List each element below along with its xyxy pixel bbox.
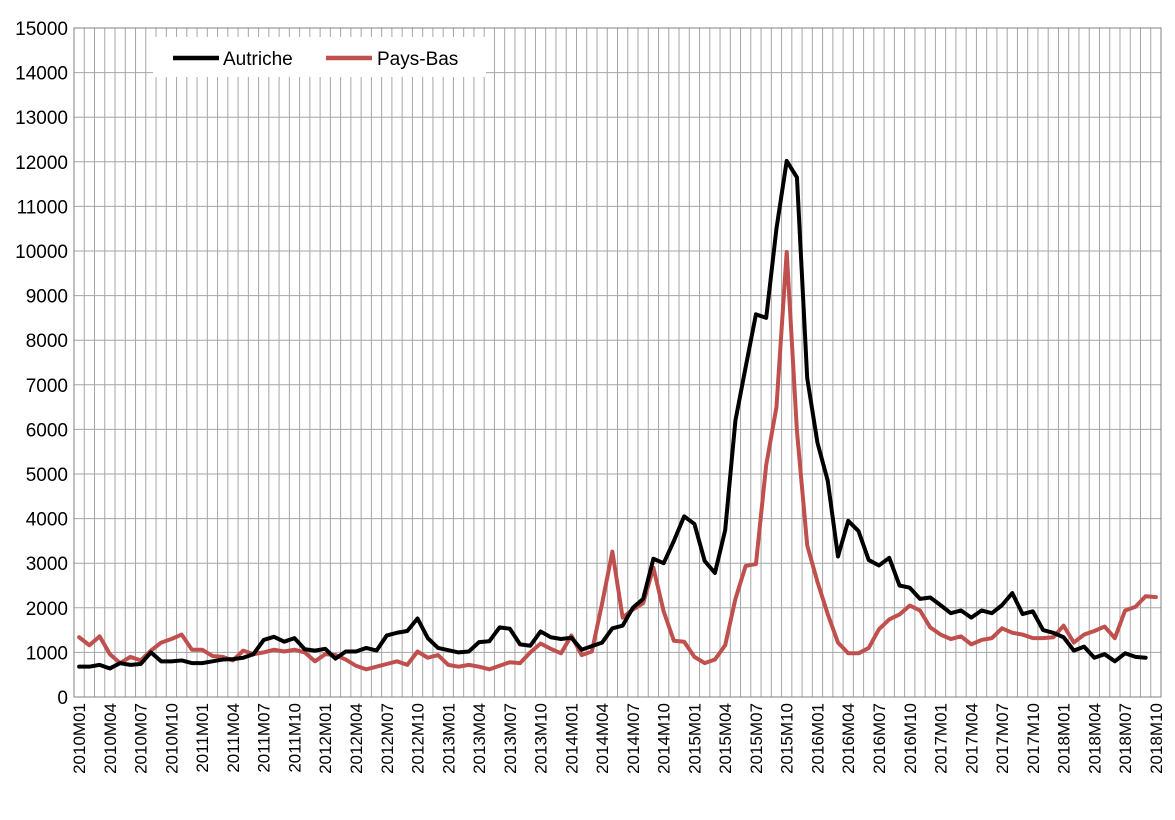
x-tick-label: 2013M10 bbox=[532, 703, 551, 774]
x-tick-label: 2015M04 bbox=[716, 703, 735, 774]
series-line-autriche bbox=[77, 158, 1148, 671]
x-tick-label: 2014M10 bbox=[655, 703, 674, 774]
x-tick-label: 2010M04 bbox=[101, 703, 120, 774]
x-tick-label: 2014M07 bbox=[624, 703, 643, 774]
x-tick-label: 2011M04 bbox=[224, 703, 243, 773]
x-tick-label: 2016M10 bbox=[901, 703, 920, 774]
y-tick-label: 9000 bbox=[26, 287, 68, 308]
y-tick-label: 7000 bbox=[26, 376, 68, 397]
y-tick-label: 6000 bbox=[26, 420, 68, 441]
y-tick-label: 4000 bbox=[26, 510, 68, 531]
x-tick-label: 2013M07 bbox=[501, 703, 520, 774]
x-tick-label: 2018M01 bbox=[1055, 703, 1074, 774]
series-line-pays-bas bbox=[77, 249, 1158, 672]
y-tick-label: 10000 bbox=[15, 242, 68, 263]
x-tick-label: 2015M01 bbox=[685, 703, 704, 774]
legend-label-autriche: Autriche bbox=[223, 49, 293, 70]
x-tick-label: 2018M04 bbox=[1085, 703, 1104, 774]
x-tick-label: 2017M07 bbox=[993, 703, 1012, 774]
x-tick-label: 2016M01 bbox=[808, 703, 827, 774]
x-tick-label: 2017M10 bbox=[1024, 703, 1043, 774]
x-axis-ticks: 2010M01 2010M04 2010M07 2010M10 2011M01 2011M… bbox=[70, 703, 1166, 774]
y-tick-label: 11000 bbox=[17, 197, 68, 218]
legend: Autriche Pays-Bas bbox=[153, 37, 486, 77]
y-tick-label: 15000 bbox=[15, 19, 68, 40]
x-tick-label: 2016M07 bbox=[870, 703, 889, 774]
series-layer bbox=[77, 158, 1158, 672]
legend-label-pays-bas: Pays-Bas bbox=[377, 49, 458, 70]
x-tick-label: 2014M04 bbox=[593, 703, 612, 774]
x-tick-label: 2014M01 bbox=[562, 703, 581, 774]
x-tick-label: 2017M01 bbox=[932, 703, 951, 774]
x-tick-label: 2010M07 bbox=[132, 703, 151, 774]
x-tick-label: 2016M04 bbox=[839, 703, 858, 774]
gridlines bbox=[73, 27, 1162, 698]
y-tick-label: 0 bbox=[57, 688, 68, 709]
x-tick-label: 2010M10 bbox=[162, 703, 181, 774]
y-tick-label: 8000 bbox=[26, 331, 68, 352]
x-tick-label: 2013M04 bbox=[470, 703, 489, 774]
x-tick-label: 2011M10 bbox=[285, 703, 304, 773]
y-axis-ticks: 0 1000 2000 3000 4000 5000 6000 7000 8000 9000 100… bbox=[15, 19, 68, 709]
x-tick-label: 2018M10 bbox=[1147, 703, 1166, 774]
x-tick-label: 2015M10 bbox=[778, 703, 797, 774]
x-tick-label: 2018M07 bbox=[1116, 703, 1135, 774]
y-tick-label: 12000 bbox=[15, 153, 68, 174]
y-tick-label: 13000 bbox=[15, 108, 68, 129]
x-tick-label: 2012M07 bbox=[378, 703, 397, 774]
x-tick-label: 2011M07 bbox=[255, 703, 274, 773]
x-tick-label: 2010M01 bbox=[70, 703, 89, 774]
x-tick-label: 2011M01 bbox=[193, 703, 212, 773]
y-tick-label: 3000 bbox=[26, 554, 68, 575]
y-tick-label: 2000 bbox=[26, 599, 68, 620]
y-tick-label: 5000 bbox=[26, 465, 68, 486]
x-tick-label: 2012M10 bbox=[409, 703, 428, 774]
plot-area-border bbox=[73, 27, 1162, 698]
y-tick-label: 1000 bbox=[26, 643, 68, 664]
x-tick-label: 2015M07 bbox=[747, 703, 766, 774]
x-tick-label: 2013M01 bbox=[439, 703, 458, 774]
x-tick-label: 2012M04 bbox=[347, 703, 366, 774]
x-tick-label: 2012M01 bbox=[316, 703, 335, 774]
y-tick-label: 14000 bbox=[15, 64, 68, 85]
x-tick-label: 2017M04 bbox=[962, 703, 981, 774]
